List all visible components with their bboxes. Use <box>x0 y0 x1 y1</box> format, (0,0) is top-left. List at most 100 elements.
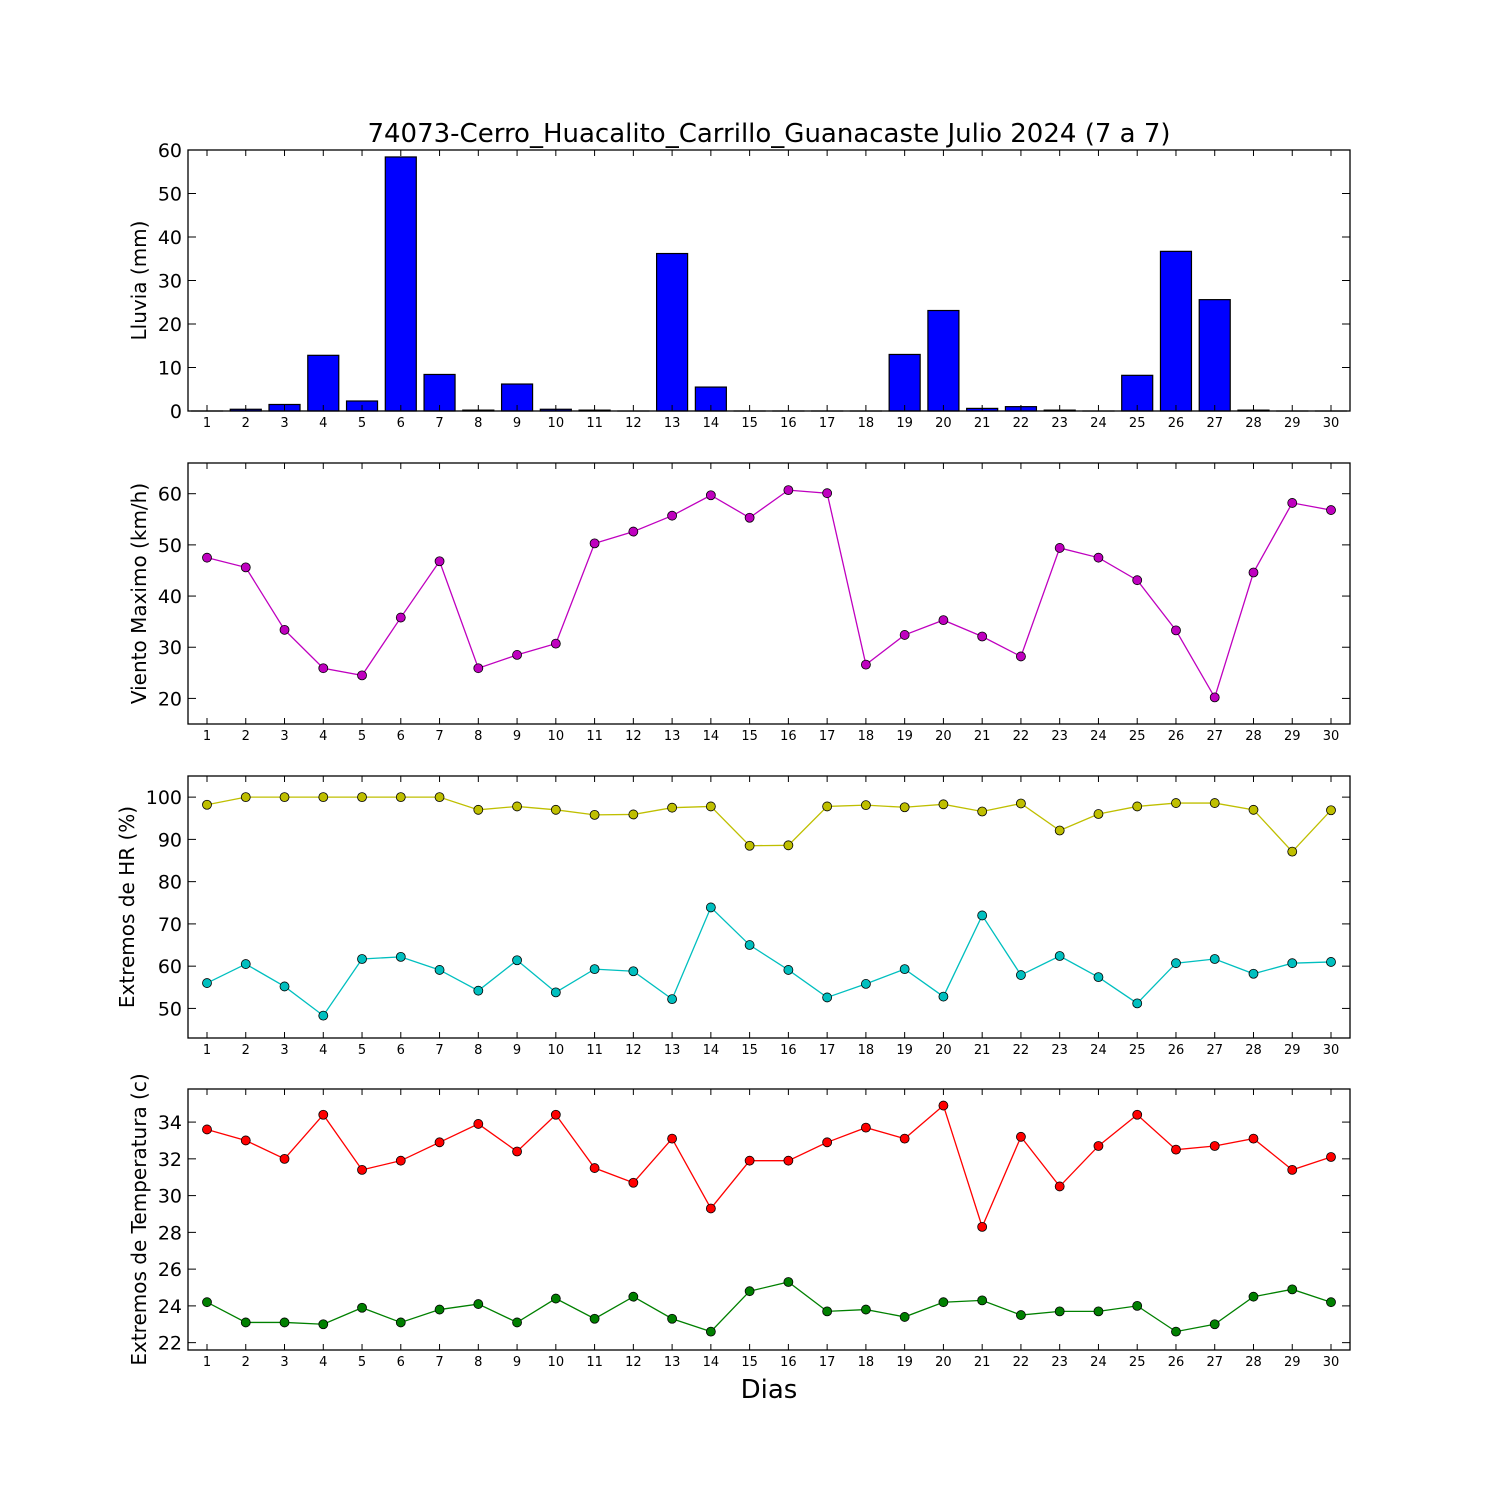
x-tick-label: 25 <box>1129 1043 1146 1058</box>
x-tick-label: 30 <box>1323 1355 1340 1370</box>
point-series-1-day-24 <box>1093 809 1104 819</box>
x-tick-label: 30 <box>1323 416 1340 431</box>
x-tick-label: 2 <box>242 416 250 431</box>
x-tick-label: 23 <box>1051 729 1068 744</box>
x-tick-label: 26 <box>1168 416 1185 431</box>
point-series-2-day-11 <box>589 964 600 975</box>
point-series-2-day-22 <box>1016 970 1026 980</box>
x-tick-label: 9 <box>513 729 521 744</box>
x-tick-label: 27 <box>1206 1043 1223 1058</box>
x-tick-label: 11 <box>586 416 603 431</box>
point-series-2-day-30 <box>1326 1297 1336 1308</box>
x-axis-label: Dias <box>741 1375 798 1405</box>
x-tick-label: 1 <box>203 416 211 431</box>
point-series-1-day-4 <box>318 1109 329 1120</box>
point-series-1-day-16 <box>783 840 794 851</box>
point-series-1-day-30 <box>1326 505 1336 515</box>
point-series-2-day-7 <box>434 965 445 975</box>
x-tick-label: 11 <box>586 729 603 744</box>
point-series-2-day-2 <box>240 959 251 969</box>
point-series-1-day-15 <box>744 840 755 851</box>
x-tick-label: 26 <box>1168 729 1185 744</box>
x-tick-label: 13 <box>664 416 681 431</box>
x-tick-label: 23 <box>1051 416 1068 431</box>
x-tick-label: 1 <box>203 1043 211 1058</box>
x-tick-label: 10 <box>548 729 565 744</box>
point-series-1-day-18 <box>861 1122 871 1133</box>
point-series-2-day-20 <box>938 1297 949 1308</box>
series-line-1 <box>206 796 1332 853</box>
point-series-1-day-1 <box>202 1124 212 1135</box>
y-tick-label: 30 <box>158 637 182 659</box>
y-tick-label: 40 <box>158 586 182 608</box>
x-tick-label: 7 <box>435 1043 443 1058</box>
x-tick-label: 22 <box>1013 416 1030 431</box>
x-tick-label: 15 <box>741 1043 758 1058</box>
series-line-2 <box>206 1281 1332 1333</box>
point-series-1-day-21 <box>977 1221 988 1232</box>
point-series-2-day-27 <box>1209 1319 1220 1330</box>
x-tick-label: 28 <box>1245 729 1262 744</box>
point-series-2-day-28 <box>1248 968 1259 979</box>
point-series-1-day-26 <box>1171 625 1181 636</box>
point-series-1-day-6 <box>395 612 406 623</box>
x-tick-label: 14 <box>703 1043 720 1058</box>
point-series-2-day-28 <box>1248 1291 1259 1302</box>
point-series-1-day-3 <box>279 624 290 635</box>
point-series-2-day-9 <box>512 1317 522 1328</box>
y-tick-label: 40 <box>158 227 182 249</box>
y-tick-label: 10 <box>158 358 182 380</box>
point-series-2-day-15 <box>744 940 755 950</box>
x-tick-label: 16 <box>780 1043 797 1058</box>
x-tick-label: 7 <box>435 1355 443 1370</box>
point-series-2-day-17 <box>822 992 833 1003</box>
x-tick-label: 9 <box>513 1043 521 1058</box>
y-tick-label: 20 <box>158 314 182 336</box>
x-tick-label: 30 <box>1323 729 1340 744</box>
point-series-1-day-11 <box>589 809 600 820</box>
y-tick-label: 50 <box>158 998 182 1020</box>
x-tick-label: 3 <box>280 1043 288 1058</box>
panel-1: 1 2 3 4 5 6 7 8 9 10 11 12 13 14 15 16 17 18 19 20 21 22 23 24 2… <box>127 140 1351 431</box>
point-series-1-day-13 <box>667 802 677 813</box>
panel-4: 1 2 3 4 5 6 7 8 9 10 11 12 13 14 15 16 17 18 19 20 21 22 23 24 2… <box>127 1073 1351 1370</box>
point-series-1-day-10 <box>550 638 561 649</box>
point-series-2-day-18 <box>861 1304 871 1315</box>
point-series-1-day-19 <box>899 1133 910 1144</box>
bar-day-7 <box>423 373 456 412</box>
x-tick-label: 17 <box>819 1043 836 1058</box>
x-tick-label: 22 <box>1013 1355 1030 1370</box>
x-tick-label: 8 <box>474 416 482 431</box>
point-series-1-day-22 <box>1016 1131 1026 1142</box>
x-tick-label: 17 <box>819 416 836 431</box>
plot-frame <box>187 1088 1351 1351</box>
point-series-2-day-11 <box>589 1313 600 1324</box>
x-tick-label: 25 <box>1129 416 1146 431</box>
point-series-2-day-26 <box>1171 958 1181 969</box>
point-series-1-day-29 <box>1287 846 1298 857</box>
point-series-1-day-17 <box>822 801 833 812</box>
bar-day-27 <box>1198 299 1231 412</box>
x-tick-label: 16 <box>780 1355 797 1370</box>
point-series-1-day-18 <box>861 800 871 811</box>
point-series-1-day-17 <box>822 1137 833 1148</box>
x-tick-label: 12 <box>625 416 642 431</box>
point-series-1-day-25 <box>1132 575 1143 586</box>
point-series-1-day-26 <box>1171 798 1181 808</box>
y-tick-label: 60 <box>158 956 182 978</box>
point-series-2-day-16 <box>783 965 794 975</box>
panel-3: 1 2 3 4 5 6 7 8 9 10 11 12 13 14 15 16 17 18 19 20 21 22 23 24 2… <box>115 775 1351 1058</box>
point-series-1-day-2 <box>240 1135 251 1146</box>
x-tick-label: 10 <box>548 416 565 431</box>
point-series-1-day-6 <box>395 792 406 803</box>
y-tick-label: 28 <box>158 1222 182 1244</box>
x-tick-label: 12 <box>625 1043 642 1058</box>
point-series-1-day-3 <box>279 1153 290 1164</box>
x-tick-label: 29 <box>1284 1355 1301 1370</box>
x-tick-label: 4 <box>319 416 327 431</box>
x-tick-label: 21 <box>974 1043 991 1058</box>
x-tick-label: 10 <box>548 1355 565 1370</box>
point-series-1-day-5 <box>357 1164 367 1175</box>
y-tick-label: 20 <box>158 688 182 710</box>
